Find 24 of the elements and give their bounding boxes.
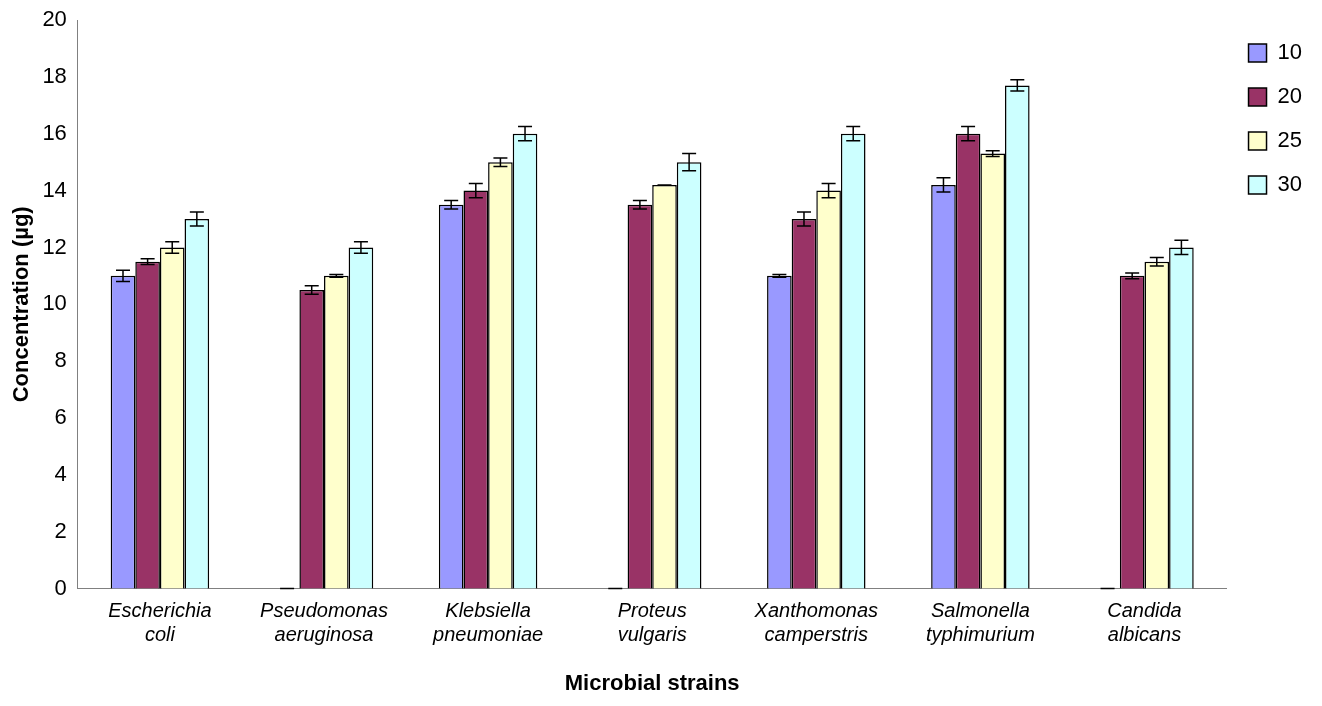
y-tick-label: 0 [54, 574, 67, 600]
x-tick-label: Salmonella typhimurium [925, 599, 1035, 646]
x-tick-label: Klebsiella pneumoniae [432, 599, 544, 646]
y-tick-label: 20 [42, 6, 67, 32]
x-tick-label: Escherichia coli [108, 599, 212, 646]
y-tick-label: 10 [42, 290, 67, 316]
legend-label: 20 [1277, 83, 1303, 109]
legend-label: 30 [1277, 171, 1303, 197]
y-tick-label: 4 [54, 460, 67, 486]
y-tick-label: 14 [42, 176, 67, 202]
y-tick-label: 6 [54, 404, 67, 430]
y-tick-label: 12 [42, 233, 67, 259]
legend-label: 25 [1277, 127, 1303, 153]
legend-label: 10 [1277, 39, 1303, 65]
x-tick-label: Proteus vulgaris [617, 599, 687, 646]
x-tick-label: Pseudomonas aeruginosa [260, 599, 388, 646]
y-tick-label: 2 [54, 517, 67, 543]
y-axis-title: Concentration (µg) [8, 206, 34, 403]
y-tick-label: 18 [42, 62, 67, 88]
y-tick-label: 16 [42, 119, 67, 145]
x-tick-label: Xanthomonas camperstris [753, 599, 879, 646]
y-tick-label: 8 [54, 347, 67, 373]
x-tick-label: Candida albicans [1107, 599, 1182, 646]
x-axis-title: Microbial strains [564, 669, 740, 695]
